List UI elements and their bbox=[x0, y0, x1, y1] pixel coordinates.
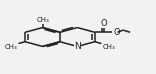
Text: CH₃: CH₃ bbox=[36, 17, 49, 23]
Text: O: O bbox=[101, 19, 107, 28]
Text: N: N bbox=[74, 42, 81, 51]
Text: CH₃: CH₃ bbox=[102, 44, 115, 50]
Text: O: O bbox=[113, 28, 120, 37]
Text: CH₃: CH₃ bbox=[4, 44, 17, 50]
